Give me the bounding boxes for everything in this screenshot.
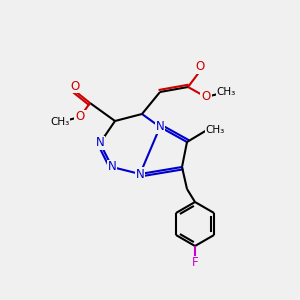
Text: F: F [192,256,198,269]
Text: CH₃: CH₃ [216,87,236,97]
Text: CH₃: CH₃ [206,125,225,135]
Text: N: N [96,136,104,149]
Text: O: O [201,91,211,103]
Text: N: N [108,160,116,173]
Text: O: O [70,80,80,92]
Text: O: O [75,110,85,124]
Text: N: N [156,121,164,134]
Text: CH₃: CH₃ [50,117,70,127]
Text: O: O [195,61,205,74]
Text: N: N [136,167,144,181]
